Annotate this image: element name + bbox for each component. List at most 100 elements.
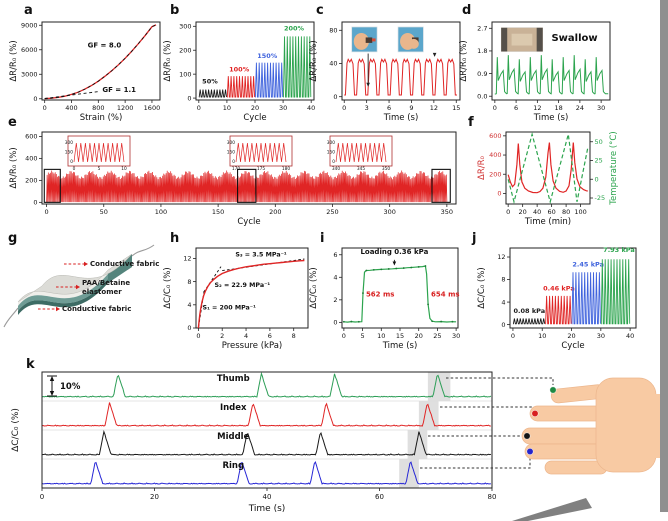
x-tick-label: 18 (554, 104, 562, 112)
x-tick-label: 12 (430, 104, 438, 112)
y-tick-label: 80 (329, 26, 337, 34)
x-tick-label: 100 (155, 208, 167, 216)
x-tick-label: 40 (263, 493, 272, 501)
y-tick-label: 200 (489, 170, 501, 178)
x-tick-label: 9 (409, 104, 413, 112)
data-marker (365, 269, 368, 272)
data-marker (451, 320, 454, 323)
data-marker (342, 320, 345, 323)
y-tick-label: 0 (187, 324, 191, 332)
photo-inset-finger-2 (397, 26, 424, 53)
x-tick-label: 100 (574, 208, 586, 216)
x-tick-label: 30 (597, 104, 605, 112)
down-arrow-icon (432, 52, 437, 57)
trace-label: Ring (222, 461, 244, 471)
series-line (226, 76, 256, 98)
y-axis-label: ΔR/R₀ (%) (459, 40, 469, 81)
arrow-icon (56, 306, 60, 312)
x-tick-label: 0 (511, 332, 515, 340)
x-tick-label: 8 (292, 332, 296, 340)
data-marker (350, 320, 353, 323)
data-marker (402, 267, 405, 269)
y2-tick-label: 50 (595, 138, 603, 146)
data-marker (424, 265, 427, 267)
y-tick-label: 0 (333, 319, 337, 327)
series-line (571, 272, 601, 325)
y-axis-label: ΔC/C₀ (%) (163, 267, 173, 308)
layer-label-mid-2: elastomer (82, 288, 122, 296)
panel-h-plot: 0 2 4 6 8 0 4 8 12 Pressure (kPa) ΔC/C₀ (%) S₁ = 20… (163, 247, 309, 351)
inset-y-tick: 300 (65, 140, 73, 146)
x-tick-label: 0 (196, 332, 200, 340)
panel-letter-i: i (320, 231, 325, 246)
y-tick-label: 6000 (21, 46, 38, 54)
down-arrow-icon (392, 261, 397, 266)
sensitivity-label: S₃ = 3.5 MPa⁻¹ (235, 251, 287, 258)
y-tick-label: 6 (333, 251, 337, 259)
x-tick-label: 0 (493, 104, 497, 112)
y-tick-label: 0 (333, 93, 337, 101)
layer-end-cap (108, 254, 132, 283)
scalebar-label: 10% (60, 382, 81, 392)
y-axis-label: ΔR/R₀ (%) (163, 40, 173, 81)
panel-letter-c: c (316, 3, 324, 18)
x-tick-label: 1200 (117, 104, 134, 112)
inset-y-tick: 300 (327, 140, 335, 146)
y-tick-label: 0.0 (477, 92, 487, 100)
data-marker (410, 266, 413, 269)
series-line (494, 55, 609, 95)
y-tick-label: 9000 (21, 21, 38, 29)
x-tick-label: 40 (307, 104, 315, 112)
y-axis-label: ΔR/R₀ (%) (9, 147, 19, 188)
y2-tick-label: 25 (595, 157, 603, 165)
x-tick-label: 5 (361, 332, 365, 340)
x-tick-label: 30 (279, 104, 287, 112)
y-axis-label: ΔR/R₀ (%) (309, 40, 319, 81)
page-edge-shadow-right (660, 0, 668, 512)
index-finger (529, 405, 606, 422)
x-tick-label: 0 (342, 104, 346, 112)
sensitivity-label: S₁ = 200 MPa⁻¹ (203, 304, 257, 311)
y-axis-label: ΔR/R₀ (%) (9, 40, 19, 81)
plot-frame (341, 247, 459, 329)
x-tick-label: 350 (441, 208, 453, 216)
panel-letter-b: b (170, 3, 180, 18)
y-tick-label: 2.7 (477, 24, 487, 32)
series-line (344, 58, 457, 96)
layer-label-bottom: Conductive fabric (62, 305, 131, 313)
group-label: 2.45 kPa (572, 261, 604, 269)
panel-letter-f: f (468, 115, 474, 130)
connector-dashed-line (446, 377, 554, 385)
y-tick-label: 0 (33, 95, 37, 103)
data-marker (357, 320, 360, 323)
data-marker (440, 320, 443, 323)
series-line (507, 131, 589, 205)
plot-frame (195, 21, 315, 101)
x-tick-label: 3 (365, 104, 369, 112)
x-tick-label: 20 (150, 493, 159, 501)
zoom-region-box (431, 168, 451, 203)
sensor-dot-thumb (549, 386, 557, 394)
y-tick-label: 2 (333, 296, 337, 304)
x-tick-label: 2 (220, 332, 224, 340)
x-tick-label: 200 (269, 208, 281, 216)
sensor-dot-index (531, 410, 539, 417)
inset-plot-1: 0 150 300 0 5 10 (65, 135, 131, 172)
x-axis-label: Cycle (561, 341, 584, 351)
inset-x-tick: 345 (357, 166, 365, 172)
data-marker (372, 268, 375, 271)
hand-illustration (521, 377, 664, 475)
inset-y-tick: 0 (232, 159, 235, 165)
panel-d-plot: 0 6 12 18 24 30 0.0 0.9 1.8 2.7 Time (s) ΔR/R₀ (%) S… (459, 21, 611, 123)
x-tick-label: 250 (326, 208, 338, 216)
group-label: 100% (229, 65, 250, 73)
down-arrow-icon (366, 82, 370, 87)
trace-label: Middle (217, 432, 249, 442)
trace-label: Thumb (217, 374, 250, 384)
x-axis-label: Time (min) (524, 217, 571, 227)
group-label: 0.46 kPa (543, 284, 575, 292)
inset-x-tick: 175 (257, 166, 265, 172)
panel-letter-h: h (170, 231, 180, 246)
panel-b-plot: 0 10 20 30 40 0 100 200 300 Cycle ΔR/R₀ (%) 50% 100%… (163, 21, 315, 123)
x-axis-label: Time (s) (382, 341, 418, 351)
